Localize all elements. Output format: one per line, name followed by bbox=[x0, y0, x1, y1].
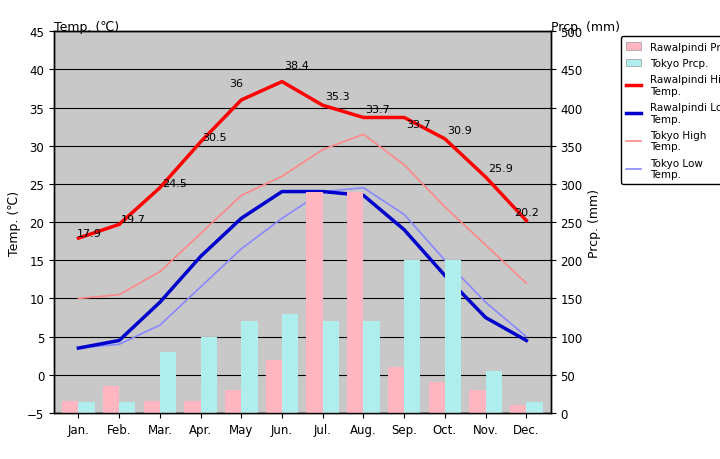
Bar bbox=[445, 261, 462, 413]
Text: 33.7: 33.7 bbox=[366, 105, 390, 114]
Bar bbox=[364, 322, 379, 413]
Text: 30.9: 30.9 bbox=[447, 126, 472, 136]
Bar bbox=[282, 314, 298, 413]
Bar bbox=[510, 405, 526, 413]
Bar bbox=[526, 403, 543, 413]
Bar bbox=[307, 192, 323, 413]
Text: 19.7: 19.7 bbox=[121, 215, 146, 225]
Bar bbox=[388, 367, 404, 413]
Bar bbox=[404, 261, 420, 413]
Bar bbox=[119, 403, 135, 413]
Bar bbox=[428, 383, 445, 413]
Bar bbox=[266, 360, 282, 413]
Y-axis label: Temp. (℃): Temp. (℃) bbox=[9, 190, 22, 255]
Text: 25.9: 25.9 bbox=[487, 164, 513, 174]
Bar bbox=[201, 337, 217, 413]
Text: 24.5: 24.5 bbox=[162, 179, 186, 188]
Bar bbox=[486, 371, 502, 413]
Bar bbox=[469, 390, 486, 413]
Y-axis label: Prcp. (mm): Prcp. (mm) bbox=[588, 188, 601, 257]
Text: 36: 36 bbox=[229, 79, 243, 89]
Bar bbox=[184, 401, 201, 413]
Text: 30.5: 30.5 bbox=[202, 133, 228, 143]
Bar bbox=[323, 322, 339, 413]
Text: Temp. (℃): Temp. (℃) bbox=[54, 21, 119, 34]
Bar bbox=[347, 192, 364, 413]
Legend: Rawalpindi Prcp., Tokyo Prcp., Rawalpindi High
Temp., Rawalpindi Low
Temp., Toky: Rawalpindi Prcp., Tokyo Prcp., Rawalpind… bbox=[621, 37, 720, 185]
Text: 35.3: 35.3 bbox=[325, 92, 349, 102]
Text: 33.7: 33.7 bbox=[406, 120, 431, 129]
Bar bbox=[225, 390, 241, 413]
Bar bbox=[143, 401, 160, 413]
Bar bbox=[103, 386, 119, 413]
Text: 17.9: 17.9 bbox=[76, 229, 102, 239]
Text: 38.4: 38.4 bbox=[284, 61, 309, 71]
Bar bbox=[160, 352, 176, 413]
Bar bbox=[62, 401, 78, 413]
Text: 20.2: 20.2 bbox=[514, 207, 539, 217]
Text: Prcp. (mm): Prcp. (mm) bbox=[551, 21, 620, 34]
Bar bbox=[78, 403, 95, 413]
Bar bbox=[241, 322, 258, 413]
